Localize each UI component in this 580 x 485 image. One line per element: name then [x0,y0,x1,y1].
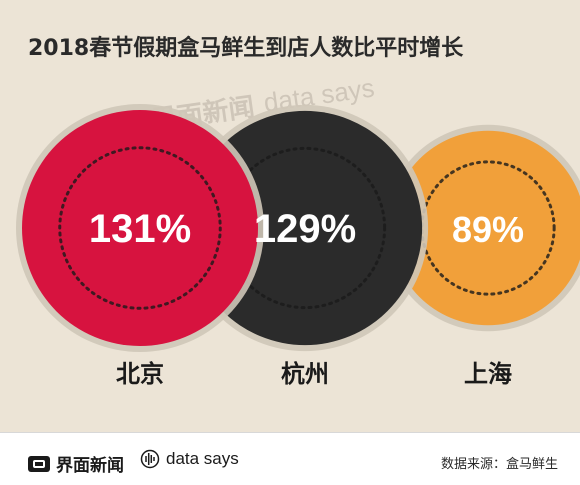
category-label-1: 杭州 [281,360,329,388]
bubble-chart: 131% 北京 129% 杭州 89% 上海 [16,104,580,388]
footer-brand: 界面新闻 [28,451,124,476]
bubble-ring-0 [58,146,222,310]
data-label-1: 129% [254,207,356,251]
chart-panel: 界面新闻 data says 131% 北京 129% 杭州 89% 上海 2018春节假… [16,36,580,388]
category-label-2: 上海 [464,360,512,388]
bubble-ring-1 [223,146,387,310]
datasays-label: data says [166,449,239,468]
footer: 界面新闻 data says 数据来源：盒马鲜生 [0,432,580,485]
bubble-ring-2 [420,160,556,296]
chart-title: 2018春节假期盒马鲜生到店人数比平时增长 [28,36,464,61]
category-label-0: 北京 [116,360,164,388]
brand-logo-icon [28,455,50,472]
footer-datasays: data says [140,449,239,469]
bubble-北京 [22,110,258,346]
data-label-2: 89% [452,209,524,250]
data-label-0: 131% [89,207,191,251]
brand-name: 界面新闻 [56,456,124,476]
datasays-icon [140,449,160,469]
source-note: 数据来源：盒马鲜生 [440,457,558,472]
